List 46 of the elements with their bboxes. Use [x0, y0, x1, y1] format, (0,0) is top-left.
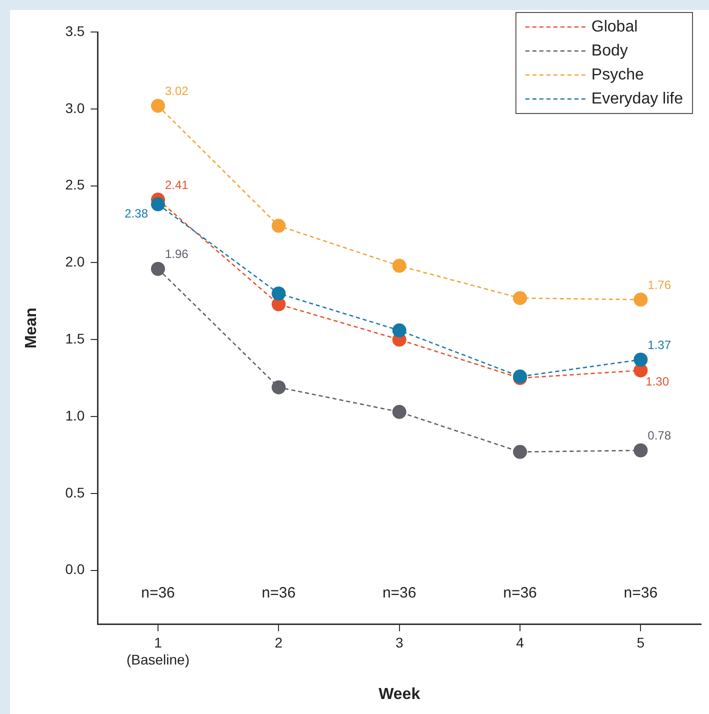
data-label: 3.02 — [164, 84, 189, 98]
point — [272, 218, 286, 233]
y-tick-label: 1.0 — [65, 407, 85, 424]
y-tick-label: 0.5 — [65, 484, 85, 500]
y-tick-label: 2.5 — [65, 176, 85, 193]
legend-label: Global — [591, 18, 638, 36]
data-label: 1.76 — [648, 278, 672, 292]
data-label: 1.37 — [648, 338, 672, 352]
y-tick-label: 0.0 — [65, 561, 85, 578]
y-tick-label: 2.0 — [65, 254, 85, 270]
point — [392, 323, 406, 338]
annotation: n=36 — [141, 584, 175, 602]
point — [272, 286, 286, 300]
x-tick-label: 3 — [395, 634, 404, 650]
point — [634, 352, 648, 367]
point — [272, 380, 286, 394]
data-label: 1.96 — [164, 247, 189, 262]
annotation: n=36 — [624, 584, 658, 602]
x-axis-title: Week — [378, 686, 420, 703]
point — [150, 197, 165, 212]
point — [513, 444, 527, 459]
x-tick-label: 5 — [636, 634, 645, 650]
y-axis-title: Mean — [23, 308, 40, 349]
x-tick-label: 2 — [274, 634, 283, 650]
y-tick-label: 3.5 — [65, 22, 85, 39]
point — [150, 98, 165, 113]
annotation: n=36 — [503, 584, 537, 602]
data-label: 0.78 — [648, 428, 672, 443]
legend-label: Everyday life — [591, 90, 684, 108]
y-tick-label: 3.0 — [65, 100, 85, 116]
data-label: 2.41 — [164, 178, 189, 192]
point — [150, 262, 165, 276]
point — [634, 443, 648, 458]
data-label: 1.30 — [646, 374, 670, 389]
x-tick-label: 1 (Baseline) — [126, 634, 190, 668]
point — [392, 404, 406, 419]
point — [392, 258, 406, 273]
legend-label: Psyche — [591, 66, 644, 84]
legend-label: Body — [591, 42, 628, 60]
point — [513, 291, 527, 306]
y-tick-label: 1.5 — [65, 330, 85, 346]
x-tick-label: 4 — [516, 634, 524, 650]
annotation: n=36 — [262, 584, 296, 602]
data-label: 2.38 — [124, 206, 148, 221]
annotation: n=36 — [382, 584, 416, 602]
point — [634, 292, 648, 307]
